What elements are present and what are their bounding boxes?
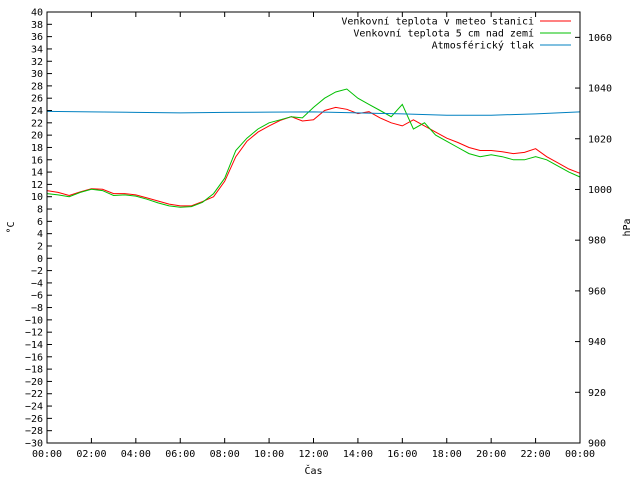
y-left-tick-label: −10 xyxy=(25,315,43,326)
y-left-tick-label: −16 xyxy=(25,352,43,363)
x-axis-label: Čas xyxy=(304,464,322,477)
y-left-tick-label: −28 xyxy=(25,426,43,437)
y-right-tick-label: 920 xyxy=(588,388,606,399)
y-right-tick-label: 900 xyxy=(588,439,606,450)
y-right-tick-label: 1020 xyxy=(588,134,612,145)
x-tick-label: 00:00 xyxy=(565,449,595,460)
x-tick-label: 14:00 xyxy=(343,449,373,460)
y-right-tick-label: 1040 xyxy=(588,84,612,95)
x-tick-label: 04:00 xyxy=(121,449,151,460)
y-left-tick-label: 12 xyxy=(31,180,43,191)
y-left-tick-label: −26 xyxy=(25,414,43,425)
tick-label-layer: 00:00 02:00 04:00 06:00 08:00 10:00 12:00 14:00… xyxy=(25,8,612,461)
x-tick-label: 02:00 xyxy=(76,449,106,460)
series-layer xyxy=(46,88,581,208)
series-line-3 xyxy=(46,110,581,116)
y-left-tick-label: 32 xyxy=(31,57,43,68)
y-right-tick-label: 1060 xyxy=(588,33,612,44)
y-left-tick-label: 30 xyxy=(31,69,43,80)
y-left-tick-label: −6 xyxy=(31,291,43,302)
y-left-tick-label: 16 xyxy=(31,155,43,166)
y-left-tick-label: 28 xyxy=(31,81,43,92)
y-left-tick-label: −14 xyxy=(25,340,43,351)
legend-label-3: Atmosférický tlak xyxy=(432,40,534,52)
y-left-tick-label: 20 xyxy=(31,131,43,142)
y-left-tick-label: −22 xyxy=(25,389,43,400)
x-tick-label: 12:00 xyxy=(298,449,328,460)
y-left-tick-label: 2 xyxy=(37,241,43,252)
y-left-tick-label: 24 xyxy=(31,106,43,117)
x-tick-label: 20:00 xyxy=(476,449,506,460)
series-line-1 xyxy=(46,106,581,207)
y-left-tick-label: 18 xyxy=(31,143,43,154)
tick-layer xyxy=(46,11,581,444)
y-left-tick-label: 26 xyxy=(31,94,43,105)
y-left-tick-label: 4 xyxy=(37,229,43,240)
y-left-tick-label: −8 xyxy=(31,303,43,314)
y-left-tick-label: 38 xyxy=(31,20,43,31)
series-line-2 xyxy=(46,88,581,208)
y-left-tick-label: 34 xyxy=(31,44,43,55)
legend-label-2: Venkovní teplota 5 cm nad zemí xyxy=(353,28,534,40)
y-right-tick-label: 1000 xyxy=(588,185,612,196)
x-tick-label: 16:00 xyxy=(387,449,417,460)
y-left-tick-label: 0 xyxy=(37,254,43,265)
x-tick-label: 22:00 xyxy=(521,449,551,460)
y-left-tick-label: −18 xyxy=(25,365,43,376)
legend: Venkovní teplota v meteo staniciVenkovní… xyxy=(341,16,571,52)
x-tick-label: 08:00 xyxy=(210,449,240,460)
x-tick-label: 06:00 xyxy=(165,449,195,460)
y-left-tick-label: −4 xyxy=(31,278,43,289)
plot-frame xyxy=(46,11,581,444)
y-left-tick-label: 40 xyxy=(31,8,43,19)
y-axis-label-right: hPa xyxy=(622,218,633,236)
y-left-tick-label: 22 xyxy=(31,118,43,129)
y-right-tick-label: 940 xyxy=(588,337,606,348)
y-right-tick-label: 980 xyxy=(588,236,606,247)
y-left-tick-label: −12 xyxy=(25,328,43,339)
x-tick-label: 18:00 xyxy=(432,449,462,460)
x-tick-label: 10:00 xyxy=(254,449,284,460)
y-axis-label-left: °C xyxy=(6,221,17,233)
y-left-tick-label: −2 xyxy=(31,266,43,277)
y-left-tick-label: 6 xyxy=(37,217,43,228)
y-left-tick-label: −24 xyxy=(25,402,43,413)
y-left-tick-label: −30 xyxy=(25,439,43,450)
legend-label-1: Venkovní teplota v meteo stanici xyxy=(341,16,534,28)
y-left-tick-label: 36 xyxy=(31,32,43,43)
x-tick-label: 00:00 xyxy=(32,449,62,460)
y-left-tick-label: −20 xyxy=(25,377,43,388)
y-left-tick-label: 8 xyxy=(37,205,43,216)
y-right-tick-label: 960 xyxy=(588,286,606,297)
y-left-tick-label: 10 xyxy=(31,192,43,203)
y-left-tick-label: 14 xyxy=(31,168,43,179)
